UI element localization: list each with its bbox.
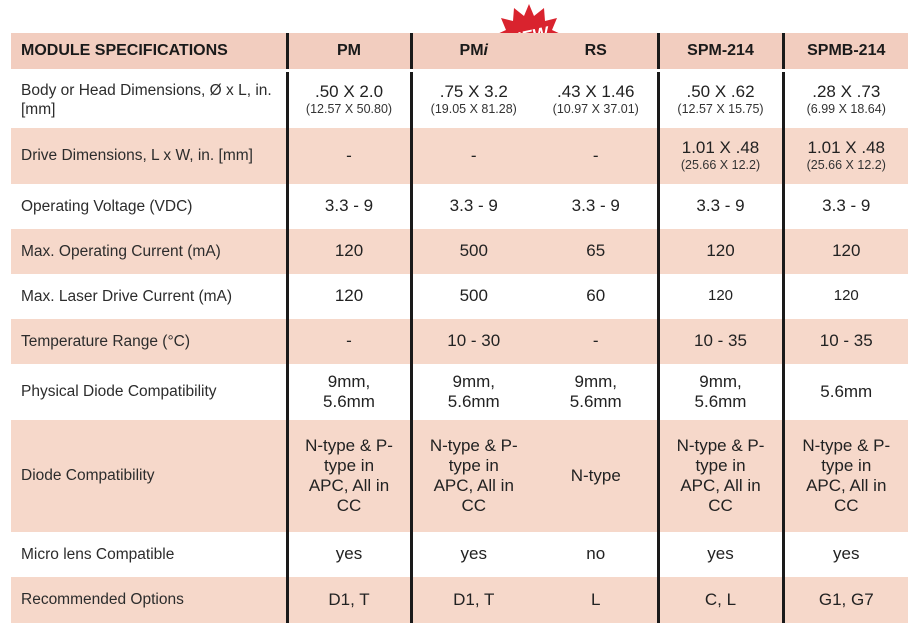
cell-spm-214: 10 - 35 bbox=[656, 318, 783, 364]
cell-main: 1.01 X .48 bbox=[807, 138, 885, 157]
cell-pm: - bbox=[285, 127, 411, 184]
cell-spmb-214: 3.3 - 9 bbox=[781, 183, 908, 229]
cell-main: .28 X .73 bbox=[812, 82, 881, 102]
table-row-physical-diode-compatibility: Physical Diode Compatibility 9mm, 5.6mm … bbox=[11, 363, 908, 420]
cell-pm: yes bbox=[285, 531, 411, 577]
cell-sub: (12.57 X 15.75) bbox=[677, 102, 764, 117]
cell-main: - bbox=[346, 145, 352, 165]
cell-spmb-214: yes bbox=[781, 531, 908, 577]
cell-spmb-214: .28 X .73 (6.99 X 18.64) bbox=[781, 70, 908, 128]
module-specifications-table: MODULE SPECIFICATIONS PM PMi RS SPM-214 … bbox=[11, 33, 908, 623]
table-row-micro-lens-compatible: Micro lens Compatible yes yes no yes yes bbox=[11, 531, 908, 577]
row-label: Max. Operating Current (mA) bbox=[11, 228, 287, 274]
cell-pm: 3.3 - 9 bbox=[285, 183, 411, 229]
header-module-specifications: MODULE SPECIFICATIONS bbox=[11, 33, 287, 72]
cell-rs: 60 bbox=[535, 273, 658, 319]
cell-pm: N-type & P-type in APC, All in CC bbox=[285, 419, 411, 532]
cell-rs: N-type bbox=[535, 419, 658, 532]
cell-pmi: 500 bbox=[409, 228, 535, 274]
header-spmb-214: SPMB-214 bbox=[781, 33, 908, 72]
cell-spm-214: 120 bbox=[656, 228, 783, 274]
table-row-temperature-range: Temperature Range (°C) - 10 - 30 - 10 - … bbox=[11, 318, 908, 364]
cell-rs: 9mm, 5.6mm bbox=[535, 363, 658, 420]
cell-main: .50 X .62 bbox=[686, 82, 755, 102]
table-row-operating-voltage: Operating Voltage (VDC) 3.3 - 9 3.3 - 9 … bbox=[11, 183, 908, 229]
cell-main: .75 X 3.2 bbox=[439, 82, 508, 102]
cell-spmb-214: 5.6mm bbox=[781, 363, 908, 420]
cell-pm: 120 bbox=[285, 228, 411, 274]
cell-spm-214: 3.3 - 9 bbox=[656, 183, 783, 229]
cell-main: .43 X 1.46 bbox=[556, 82, 635, 102]
table-row-drive-dimensions: Drive Dimensions, L x W, in. [mm] - - - … bbox=[11, 127, 908, 184]
cell-spmb-214: G1, G7 bbox=[781, 576, 908, 623]
cell-pmi: yes bbox=[409, 531, 535, 577]
row-label: Temperature Range (°C) bbox=[11, 318, 287, 364]
cell-spmb-214: 120 bbox=[781, 273, 908, 319]
row-label: Operating Voltage (VDC) bbox=[11, 183, 287, 229]
cell-pmi: - bbox=[409, 127, 535, 184]
cell-main: .50 X 2.0 bbox=[314, 82, 384, 102]
header-pmi-suffix: i bbox=[483, 42, 488, 59]
cell-pm: 9mm, 5.6mm bbox=[285, 363, 411, 420]
row-label: Micro lens Compatible bbox=[11, 531, 287, 577]
cell-spmb-214: 10 - 35 bbox=[781, 318, 908, 364]
cell-main: - bbox=[470, 145, 477, 165]
cell-rs: 3.3 - 9 bbox=[535, 183, 658, 229]
header-pmi: PMi bbox=[409, 33, 535, 72]
cell-pmi: N-type & P-type in APC, All in CC bbox=[409, 419, 535, 532]
cell-pm: - bbox=[285, 318, 411, 364]
header-spm-214: SPM-214 bbox=[656, 33, 783, 72]
cell-sub: (6.99 X 18.64) bbox=[806, 102, 886, 117]
row-label: Max. Laser Drive Current (mA) bbox=[11, 273, 287, 319]
cell-rs: 65 bbox=[535, 228, 658, 274]
table-row-max-laser-drive-current: Max. Laser Drive Current (mA) 120 500 60… bbox=[11, 273, 908, 319]
cell-pmi: 10 - 30 bbox=[409, 318, 535, 364]
cell-spm-214: yes bbox=[656, 531, 783, 577]
cell-pmi: 9mm, 5.6mm bbox=[409, 363, 535, 420]
cell-sub: (19.05 X 81.28) bbox=[430, 102, 517, 117]
row-label: Diode Compatibility bbox=[11, 419, 287, 532]
cell-rs: - bbox=[535, 127, 658, 184]
cell-spm-214: 9mm, 5.6mm bbox=[656, 363, 783, 420]
table-header-row: MODULE SPECIFICATIONS PM PMi RS SPM-214 … bbox=[11, 33, 908, 72]
cell-spm-214: 1.01 X .48 (25.66 X 12.2) bbox=[656, 127, 783, 184]
cell-spm-214: N-type & P-type in APC, All in CC bbox=[656, 419, 783, 532]
cell-spmb-214: 1.01 X .48 (25.66 X 12.2) bbox=[781, 127, 908, 184]
row-label: Recommended Options bbox=[11, 576, 287, 623]
cell-spmb-214: 120 bbox=[781, 228, 908, 274]
cell-sub: (12.57 X 50.80) bbox=[305, 102, 393, 117]
header-pm: PM bbox=[285, 33, 411, 72]
table-row-body-dimensions: Body or Head Dimensions, Ø x L, in. [mm]… bbox=[11, 70, 908, 128]
cell-pmi: .75 X 3.2 (19.05 X 81.28) bbox=[409, 70, 535, 128]
row-label: Drive Dimensions, L x W, in. [mm] bbox=[11, 127, 287, 184]
cell-sub: (10.97 X 37.01) bbox=[552, 102, 639, 117]
cell-spm-214: 120 bbox=[656, 273, 783, 319]
cell-rs: .43 X 1.46 (10.97 X 37.01) bbox=[535, 70, 658, 128]
cell-rs: L bbox=[535, 576, 658, 623]
cell-pmi: 3.3 - 9 bbox=[409, 183, 535, 229]
cell-sub: (25.66 X 12.2) bbox=[680, 158, 761, 172]
cell-pmi: 500 bbox=[409, 273, 535, 319]
cell-rs: no bbox=[535, 531, 658, 577]
cell-pm: D1, T bbox=[285, 576, 411, 623]
header-pmi-base: PM bbox=[459, 42, 484, 59]
cell-pm: 120 bbox=[285, 273, 411, 319]
table-row-max-operating-current: Max. Operating Current (mA) 120 500 65 1… bbox=[11, 228, 908, 274]
row-label: Physical Diode Compatibility bbox=[11, 363, 287, 420]
header-rs: RS bbox=[535, 33, 658, 72]
row-label: Body or Head Dimensions, Ø x L, in. [mm] bbox=[11, 70, 287, 128]
cell-spm-214: .50 X .62 (12.57 X 15.75) bbox=[656, 70, 783, 128]
table-row-recommended-options: Recommended Options D1, T D1, T L C, L G… bbox=[11, 576, 908, 623]
cell-main: 1.01 X .48 bbox=[681, 138, 760, 157]
cell-spmb-214: N-type & P-type in APC, All in CC bbox=[781, 419, 908, 532]
cell-pm: .50 X 2.0 (12.57 X 50.80) bbox=[285, 70, 411, 128]
table-row-diode-compatibility: Diode Compatibility N-type & P-type in A… bbox=[11, 419, 908, 532]
cell-rs: - bbox=[535, 318, 658, 364]
cell-spm-214: C, L bbox=[656, 576, 783, 623]
cell-sub: (25.66 X 12.2) bbox=[806, 158, 886, 172]
cell-main: - bbox=[592, 145, 599, 165]
cell-pmi: D1, T bbox=[409, 576, 535, 623]
